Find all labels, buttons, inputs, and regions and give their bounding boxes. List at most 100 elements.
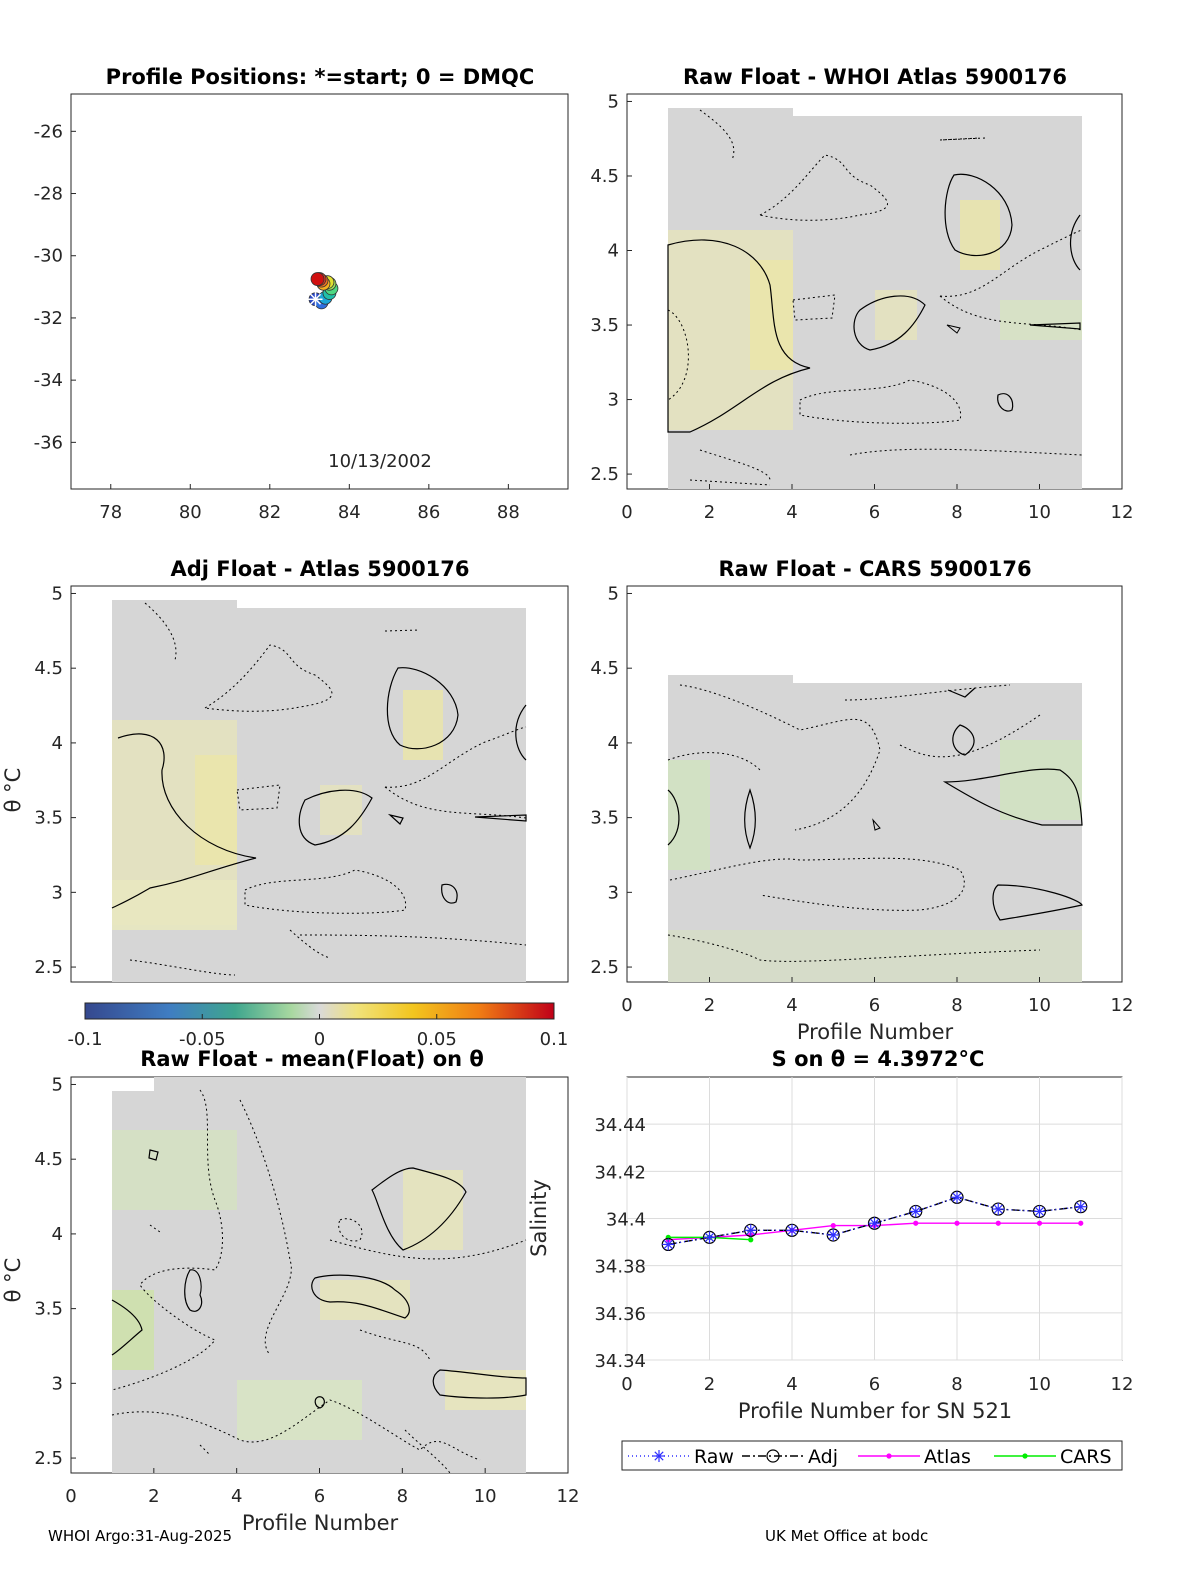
salinity-ytick-label: 34.44 (594, 1115, 646, 1136)
positions-panel: Profile Positions: *=start; 0 = DMQC 78 8… (34, 65, 569, 523)
legend-item-atlas: Atlas (858, 1446, 971, 1468)
cars-xlabel: Profile Number (797, 1020, 954, 1044)
start-marker (308, 292, 323, 307)
whoi-ytick-label: 5 (608, 91, 619, 112)
cars-panel: Raw Float - CARS 5900176 0 2 4 6 8 10 12 2.5 3 3.… (590, 557, 1133, 1044)
salinity-ytick-label: 34.34 (594, 1351, 646, 1372)
point-raw (744, 1224, 757, 1237)
colorbar-tick-label: 0 (314, 1029, 325, 1050)
legend-item-adj: Adj (742, 1446, 838, 1468)
mean-xtick-label: 6 (314, 1486, 325, 1507)
footer-right: UK Met Office at bodc (765, 1527, 928, 1545)
point-atlas (830, 1222, 836, 1229)
positions-ytick-label: -28 (34, 184, 63, 205)
salinity-xtick-label: 0 (621, 1374, 632, 1395)
whoi-xtick-label: 4 (786, 502, 797, 523)
cars-xtick-label: 2 (704, 995, 715, 1016)
positions-xtick-label: 80 (179, 502, 202, 523)
legend-label: Raw (694, 1446, 734, 1468)
colorbar-tick-label: -0.05 (179, 1029, 226, 1050)
adj-title: Adj Float - Atlas 5900176 (170, 557, 469, 581)
cars-ytick-label: 2.5 (590, 957, 619, 978)
mean-xtick-label: 8 (397, 1486, 408, 1507)
positions-xtick-label: 78 (99, 502, 122, 523)
point-atlas (1078, 1220, 1084, 1226)
mean-xtick-label: 4 (231, 1486, 242, 1507)
cars-xtick-label: 6 (869, 995, 880, 1016)
whoi-xtick-label: 12 (1111, 502, 1134, 523)
mean-ytick-label: 3.5 (34, 1299, 63, 1320)
whoi-ytick-label: 4.5 (590, 166, 619, 187)
point-raw (703, 1231, 716, 1244)
mean-ytick-label: 5 (52, 1074, 63, 1095)
salinity-ylabel: Salinity (527, 1179, 551, 1257)
adj-ytick-label: 4 (52, 733, 63, 754)
salinity-xtick-label: 2 (704, 1374, 715, 1395)
point-atlas (995, 1220, 1001, 1226)
cars-xtick-label: 4 (786, 995, 797, 1016)
legend-label: Adj (808, 1446, 838, 1468)
legend-item-raw: Raw (628, 1446, 734, 1468)
whoi-xtick-label: 10 (1028, 502, 1051, 523)
adj-ytick-label: 5 (52, 583, 63, 604)
positions-ytick-label: -26 (34, 121, 63, 142)
cars-xtick-label: 8 (951, 995, 962, 1016)
salinity-panel: S on θ = 4.3972°C 0 2 4 6 8 10 12 34.34 34.36 34.… (527, 1047, 1134, 1471)
position-point (310, 272, 325, 286)
series-line-raw (668, 1196, 1081, 1246)
positions-title: Profile Positions: *=start; 0 = DMQC (106, 65, 535, 89)
salinity-xtick-label: 6 (869, 1374, 880, 1395)
point-raw (662, 1238, 675, 1251)
point-atlas (1036, 1220, 1043, 1226)
adj-ytick-label: 3.5 (34, 808, 63, 829)
salinity-ytick-label: 34.36 (594, 1304, 646, 1325)
whoi-ytick-label: 4 (608, 241, 619, 262)
salinity-xtick-label: 10 (1028, 1374, 1051, 1395)
whoi-xtick-label: 8 (951, 502, 962, 523)
mean-ytick-label: 4.5 (34, 1149, 63, 1170)
cars-ytick-label: 4 (608, 733, 619, 754)
salinity-ytick-label: 34.42 (594, 1162, 646, 1183)
cars-ytick-label: 4.5 (590, 658, 619, 679)
positions-xtick-label: 82 (258, 502, 281, 523)
positions-xtick-label: 88 (497, 502, 520, 523)
whoi-xtick-label: 0 (621, 502, 632, 523)
whoi-xtick-label: 2 (704, 502, 715, 523)
mean-panel: Raw Float - mean(Float) on θ 0 2 4 6 8 10 12 2.… (1, 1047, 579, 1535)
mean-xtick-label: 0 (65, 1486, 76, 1507)
footer-left: WHOI Argo:31-Aug-2025 (48, 1527, 232, 1545)
mean-xtick-label: 10 (474, 1486, 497, 1507)
positions-ytick-label: -30 (34, 246, 63, 267)
mean-xlabel: Profile Number (242, 1511, 399, 1535)
positions-ytick-label: -32 (34, 308, 63, 329)
positions-axes (70, 93, 569, 490)
adj-ytick-label: 2.5 (34, 957, 63, 978)
adj-panel: Adj Float - Atlas 5900176 2.5 3 3.5 4 4.5 5 θ… (1, 557, 569, 1050)
colorbar-tick-label: 0.05 (417, 1029, 457, 1050)
whoi-ytick-label: 3.5 (590, 315, 619, 336)
cars-field (667, 675, 1083, 982)
series-raw (662, 1191, 1087, 1251)
adj-field (111, 600, 527, 982)
mean-field (111, 1077, 527, 1474)
point-atlas (954, 1220, 960, 1226)
colorbar-tick-label: -0.1 (67, 1029, 102, 1050)
whoi-ytick-label: 3 (608, 390, 619, 411)
salinity-xtick-label: 4 (786, 1374, 797, 1395)
salinity-xtick-label: 12 (1111, 1374, 1134, 1395)
positions-date-annotation: 10/13/2002 (328, 451, 432, 472)
point-raw (951, 1191, 963, 1204)
legend-label: CARS (1060, 1446, 1112, 1468)
mean-xtick-label: 12 (557, 1486, 580, 1507)
mean-ytick-label: 2.5 (34, 1448, 63, 1469)
colorbar-tick-label: 0.1 (540, 1029, 569, 1050)
mean-xtick-label: 2 (148, 1486, 159, 1507)
point-atlas (913, 1220, 919, 1226)
point-raw (1033, 1205, 1046, 1218)
salinity-legend: Raw Adj Atlas CARS (621, 1440, 1123, 1471)
point-raw (992, 1203, 1005, 1216)
whoi-title: Raw Float - WHOI Atlas 5900176 (683, 65, 1067, 89)
cars-ytick-label: 5 (608, 583, 619, 604)
salinity-ytick-label: 34.4 (606, 1210, 646, 1231)
